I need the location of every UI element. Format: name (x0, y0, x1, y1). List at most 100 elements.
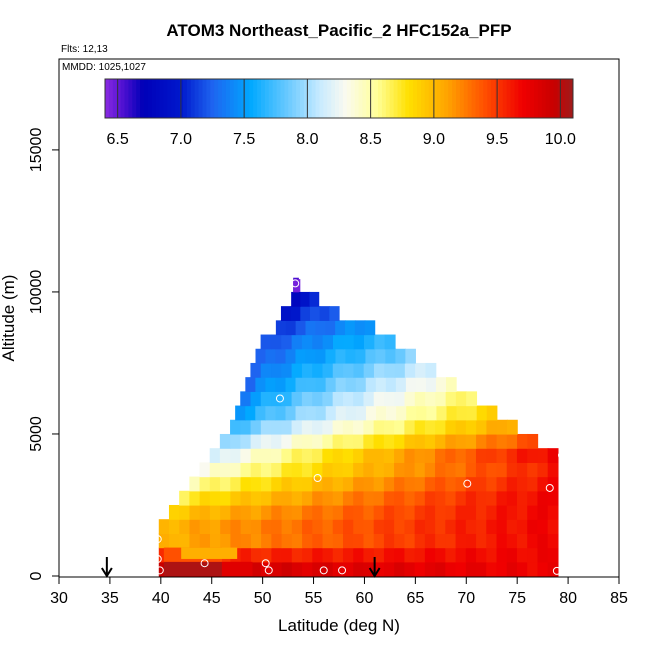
sample-point (338, 566, 347, 575)
field-cell (383, 547, 395, 563)
sample-point (545, 483, 554, 492)
field-cell (435, 490, 446, 506)
field-cell (332, 391, 344, 407)
field-cell (517, 433, 528, 449)
field-cell (353, 419, 364, 435)
field-cell (373, 476, 385, 492)
field-cell (363, 490, 375, 506)
field-cell (496, 419, 508, 435)
field-cell (245, 405, 256, 421)
field-cell (332, 533, 344, 549)
field-cell (353, 334, 365, 350)
field-cell (527, 448, 539, 463)
field-cell (342, 561, 354, 577)
field-cell (455, 504, 467, 520)
field-cell (261, 490, 272, 506)
field-cell (260, 419, 272, 435)
colorbar-swatch (545, 79, 551, 118)
x-axis-label: Latitude (deg N) (278, 616, 400, 635)
field-cell (312, 490, 324, 506)
colorbar-swatch (346, 79, 352, 118)
field-cell (424, 533, 436, 549)
field-cell (455, 533, 467, 549)
field-cell (353, 462, 364, 478)
colorbar-swatch (436, 79, 441, 118)
field-cell (394, 504, 405, 520)
field-cell (456, 405, 468, 421)
field-cell (261, 504, 272, 520)
colorbar-tick-label: 6.5 (107, 131, 129, 148)
field-cell (537, 490, 549, 506)
field-cell (309, 306, 321, 321)
field-cell (435, 533, 446, 549)
field-cell (281, 462, 293, 478)
field-cell (332, 334, 344, 350)
field-cell (250, 462, 262, 478)
field-cell (295, 405, 307, 421)
colorbar-swatch (198, 79, 203, 118)
colorbar-swatch (350, 79, 356, 118)
field-cell (395, 377, 407, 392)
field-cell (301, 476, 313, 492)
colorbar-swatch (202, 79, 207, 118)
field-cell (281, 433, 293, 449)
colorbar-swatch (253, 79, 258, 118)
field-cell (271, 476, 283, 492)
field-cell (363, 334, 375, 350)
x-axis: 30 35 40 45 50 55 60 65 70 75 80 85 (50, 577, 628, 607)
field-cell (315, 377, 327, 392)
sample-point (291, 279, 300, 288)
field-cell (250, 561, 262, 577)
field-cell (312, 504, 324, 520)
colorbar-tick-label: 8.0 (296, 131, 318, 148)
field-cell (486, 419, 498, 435)
colorbar-swatch (397, 79, 402, 118)
field-cell (342, 433, 354, 449)
field-cell (527, 519, 539, 534)
field-cell (342, 519, 354, 534)
field-cell (404, 462, 416, 478)
field-cell (220, 533, 232, 549)
colorbar-swatch (569, 79, 574, 118)
field-cell (291, 334, 303, 350)
field-cell (220, 476, 231, 492)
field-cell (315, 320, 326, 336)
field-cell (271, 462, 283, 478)
colorbar-swatch (432, 79, 437, 118)
field-cell (404, 362, 416, 378)
field-cell (291, 547, 303, 563)
field-cell (275, 377, 287, 392)
field-cell (342, 448, 354, 463)
field-cell (404, 433, 416, 449)
colorbar-swatch (280, 79, 285, 118)
field-cell (476, 405, 488, 421)
field-cell (332, 448, 344, 463)
field-cell (305, 320, 316, 336)
field-cell (435, 561, 446, 577)
field-cell (496, 504, 508, 520)
field-cell (394, 533, 405, 549)
field-cell (496, 433, 508, 449)
field-cell (250, 448, 262, 463)
field-cell (424, 504, 436, 520)
field-cell (455, 433, 467, 449)
field-cell (455, 448, 467, 463)
field-cell (240, 533, 252, 549)
field-cell (414, 433, 426, 449)
field-cell (506, 533, 518, 549)
colorbar-swatch (303, 79, 309, 118)
field-cell (465, 533, 477, 549)
field-cell (363, 433, 375, 449)
field-cell (312, 419, 323, 435)
field-cell (364, 320, 376, 336)
field-cell (199, 462, 211, 478)
field-cell (353, 504, 365, 520)
sample-point (463, 479, 472, 488)
field-cell (291, 433, 303, 449)
field-cell (365, 377, 377, 392)
field-cell (547, 561, 559, 577)
sample-point (557, 451, 566, 460)
field-cell (325, 348, 337, 364)
field-cell (240, 433, 252, 449)
field-cell (424, 547, 436, 563)
